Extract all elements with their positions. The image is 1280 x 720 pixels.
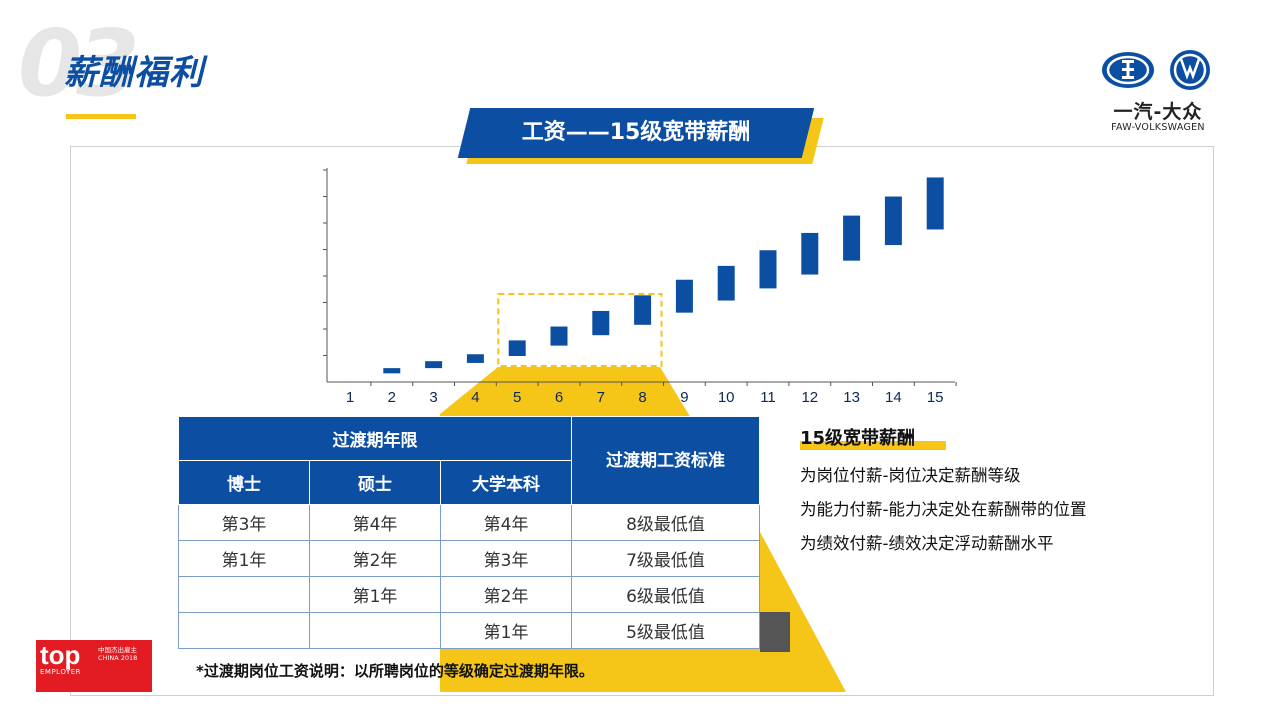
table-row: 第3年 第4年 第4年 8级最低值 <box>177 504 760 541</box>
group-header: 过渡期年限 <box>177 416 573 461</box>
x-tick-label: 4 <box>471 389 479 406</box>
section-title: 薪酬福利 <box>64 53 204 93</box>
cell-phd: 第1年 <box>177 540 311 577</box>
badge-employer-text: EMPLOYER <box>40 668 82 676</box>
salary-band-bar <box>884 196 902 246</box>
salary-band-bar <box>466 354 484 363</box>
cell-standard: 5级最低值 <box>571 612 760 649</box>
col-header-phd: 博士 <box>177 460 311 505</box>
table-row: 第1年 第2年 6级最低值 <box>177 576 760 613</box>
cell-standard: 8级最低值 <box>571 504 760 541</box>
cell-master: 第4年 <box>309 504 442 541</box>
badge-top-text: top <box>40 640 81 670</box>
salary-band-bar <box>759 250 777 289</box>
cell-phd <box>177 576 311 613</box>
x-tick-label: 1 <box>346 389 354 406</box>
banner-title: 工资——15级宽带薪酬 <box>521 120 751 145</box>
salary-band-bar <box>675 279 693 313</box>
cell-bachelor: 第4年 <box>440 504 573 541</box>
section-title-underline <box>66 114 136 119</box>
cell-bachelor: 第2年 <box>440 576 573 613</box>
cell-bachelor: 第3年 <box>440 540 573 577</box>
col-header-bachelor: 大学本科 <box>440 460 573 505</box>
table-note: *过渡期岗位工资说明：以所聘岗位的等级确定过渡期年限。 <box>196 662 594 680</box>
salary-band-bar <box>592 310 610 336</box>
side-title: 15级宽带薪酬 <box>800 428 916 449</box>
cell-bachelor: 第1年 <box>440 612 573 649</box>
badge-china-text: 中国杰出雇主 CHINA 2018 <box>98 646 138 662</box>
highlight-box <box>497 293 663 367</box>
x-tick-label: 15 <box>927 389 944 406</box>
section-number: 03 <box>18 10 140 117</box>
cell-standard: 7级最低值 <box>571 540 760 577</box>
x-tick-label: 10 <box>718 389 735 406</box>
logo-english-name: FAW-VOLKSWAGEN <box>1111 122 1205 133</box>
salary-band-bar <box>383 368 401 374</box>
cell-standard: 6级最低值 <box>571 576 760 613</box>
salary-band-bar <box>926 177 944 230</box>
transition-table: 过渡期年限 过渡期工资标准 博士 硕士 大学本科 第3年 第4年 第4年 8级最… <box>177 416 760 649</box>
x-tick-label: 8 <box>638 389 646 406</box>
x-tick-label: 2 <box>388 389 396 406</box>
x-tick-label: 12 <box>801 389 818 406</box>
salary-band-bar <box>550 326 568 346</box>
col-header-master: 硕士 <box>309 460 442 505</box>
x-tick-label: 6 <box>555 389 563 406</box>
salary-band-bar <box>425 361 443 369</box>
table-row: 第1年 5级最低值 <box>177 612 760 649</box>
x-tick-label: 11 <box>760 389 776 406</box>
salary-band-bar <box>717 265 735 301</box>
x-tick-label: 13 <box>843 389 860 406</box>
cell-phd <box>177 612 311 649</box>
standard-header: 过渡期工资标准 <box>571 416 760 505</box>
salary-band-chart: 1 2 3 4 5 6 7 8 9 10 11 12 13 14 15 <box>323 168 957 406</box>
side-line-ability: 为能力付薪-能力决定处在薪酬带的位置 <box>800 500 1087 519</box>
salary-band-bar <box>508 340 526 356</box>
faw-vw-logo <box>1102 50 1210 90</box>
salary-band-bar <box>634 295 652 325</box>
x-tick-label: 5 <box>513 389 521 406</box>
x-tick-label: 14 <box>885 389 902 406</box>
side-line-position: 为岗位付薪-岗位决定薪酬等级 <box>800 466 1021 485</box>
side-line-performance: 为绩效付薪-绩效决定浮动薪酬水平 <box>800 534 1054 553</box>
cell-master: 第1年 <box>309 576 442 613</box>
cell-master <box>309 612 442 649</box>
cell-master: 第2年 <box>309 540 442 577</box>
side-title-highlight <box>800 441 946 450</box>
chart-axes <box>326 168 955 383</box>
salary-band-bar <box>801 232 819 275</box>
cell-phd: 第3年 <box>177 504 311 541</box>
top-employer-badge <box>36 640 152 692</box>
x-tick-label: 7 <box>597 389 605 406</box>
table-row: 第1年 第2年 第3年 7级最低值 <box>177 540 760 577</box>
salary-band-bar <box>843 215 861 261</box>
x-tick-label: 3 <box>429 389 437 406</box>
x-tick-label: 9 <box>680 389 688 406</box>
logo-chinese-name: 一汽-大众 <box>1113 101 1203 123</box>
